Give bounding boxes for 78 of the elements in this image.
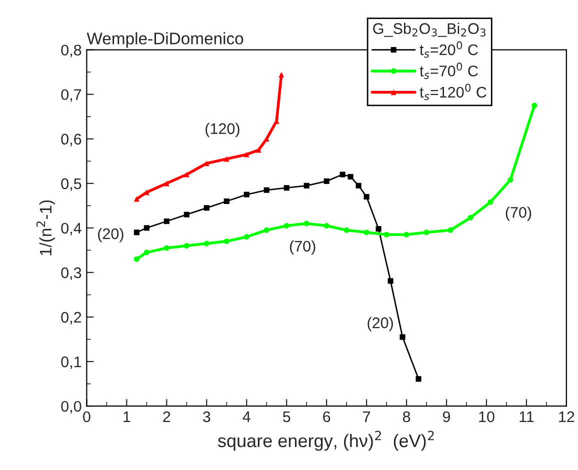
annotation: (20) <box>368 317 393 332</box>
point <box>184 212 190 218</box>
point <box>134 256 140 262</box>
x-axis-title: square energy, (hν)$^{2}$ (eV)$^{2}$ <box>218 430 434 451</box>
y-tick-label: 0,3 <box>61 267 82 280</box>
point <box>404 232 410 238</box>
point <box>134 230 140 236</box>
chart-title: Wemple-DiDomenico <box>86 32 244 48</box>
point <box>184 242 190 249</box>
y-tick-label: 0,7 <box>61 89 82 102</box>
point <box>264 187 270 193</box>
point <box>134 196 140 202</box>
x-tick-label: 2 <box>163 411 170 422</box>
annotation: (70) <box>506 206 532 221</box>
y-tick-label: 0,1 <box>61 356 82 370</box>
point <box>424 230 430 236</box>
point <box>284 222 290 228</box>
point <box>224 198 230 204</box>
legend-title: G_Sb$_{2}$O$_{3}$_Bi$_{2}$O$_{3}$ <box>373 22 486 37</box>
x-tick-label: 8 <box>402 411 410 422</box>
point <box>508 177 514 183</box>
point <box>416 376 422 382</box>
point <box>184 172 190 178</box>
point <box>448 227 454 233</box>
point <box>376 226 382 232</box>
annotation: (70) <box>290 240 316 255</box>
point <box>400 334 406 340</box>
x-tick-label: 6 <box>323 411 330 422</box>
point <box>144 250 150 256</box>
y-tick-label: 0,2 <box>61 312 82 325</box>
legend-label: t$_{s}$=20$^{0}$ C <box>420 41 478 58</box>
point <box>204 240 210 246</box>
point <box>348 174 354 180</box>
point <box>244 192 250 198</box>
point <box>384 232 390 238</box>
point <box>364 230 370 236</box>
x-tick-label: 11 <box>520 412 534 422</box>
y-tick-label: 0,0 <box>61 400 82 414</box>
x-tick-label: 1 <box>124 412 130 422</box>
x-tick-label: 12 <box>559 411 574 422</box>
x-tick-label: 3 <box>202 411 210 422</box>
y-tick-label: 0,4 <box>61 222 82 236</box>
point <box>324 222 330 228</box>
x-tick-label: 0 <box>83 411 90 422</box>
x-tick-label: 5 <box>282 412 290 422</box>
point <box>278 72 284 78</box>
point <box>340 172 346 178</box>
point <box>388 278 394 284</box>
annotation: (120) <box>206 122 240 138</box>
point <box>164 218 170 224</box>
x-tick-label: 10 <box>479 411 494 422</box>
point <box>164 245 170 251</box>
legend-label: t$_{s}$=70$^{0}$ C <box>420 62 478 79</box>
annotation: (20) <box>98 228 124 242</box>
x-tick-label: 7 <box>363 412 370 422</box>
point <box>304 182 310 188</box>
point <box>324 178 330 184</box>
point <box>284 185 290 191</box>
y-tick-label: 0,8 <box>61 44 82 58</box>
point <box>224 238 230 244</box>
point <box>256 147 262 153</box>
point <box>364 194 370 200</box>
point <box>244 234 250 240</box>
x-tick-label: 4 <box>242 412 250 422</box>
point <box>488 199 494 205</box>
point <box>356 182 362 188</box>
point <box>204 205 210 211</box>
point <box>144 225 150 231</box>
point <box>532 102 538 108</box>
y-axis-title: 1/(n$^{2}$-1) <box>36 200 55 256</box>
x-tick-label: 9 <box>442 411 450 422</box>
point <box>264 227 270 233</box>
y-tick-label: 0,5 <box>61 178 82 191</box>
point <box>468 214 474 220</box>
y-tick-label: 0,6 <box>61 134 82 146</box>
legend-label: t$_{s}$=120$^{0}$ C <box>420 84 486 100</box>
point <box>304 220 310 226</box>
point <box>344 227 350 233</box>
